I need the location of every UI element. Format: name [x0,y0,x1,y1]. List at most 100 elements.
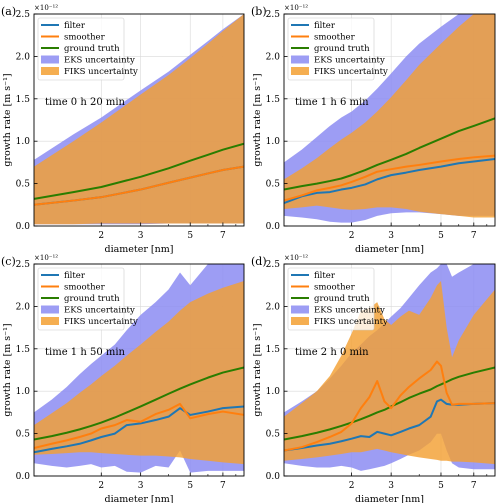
time-annotation: time 0 h 20 min [45,97,126,108]
x-axis-label: diameter [nm] [355,244,424,255]
y-tick-label: 0.5 [16,180,31,190]
x-tick-label: 2 [349,481,355,491]
legend-swatch-patch [41,67,59,75]
plot-area [284,14,495,223]
x-tick-label: 3 [138,231,144,241]
y-tick-label: 0.0 [266,222,281,232]
y-tick-label: 1.0 [266,137,281,147]
x-tick-label: 5 [438,481,444,491]
legend-entry-label: ground truth [314,294,370,304]
ground-truth-line [284,366,495,441]
x-tick-label: 2 [349,231,355,241]
y-tick-label: 1.5 [16,345,31,355]
y-tick-label: 1.5 [16,95,31,105]
chart-panel: 0.0 0.5 1.0 1.5 2.0 2.5 2 3 5 7 diameter [nm] growt… [251,4,496,255]
y-tick-label: 2.0 [266,52,281,62]
x-tick-label: 7 [220,231,226,241]
y-tick-label: 0.5 [266,430,281,440]
chart-panel: 0.0 0.5 1.0 1.5 2.0 2.5 2 3 5 7 diameter [nm] growt… [1,254,245,503]
legend-swatch-patch [291,55,309,64]
axes-frame [283,263,496,477]
legend-entry-label: EKS uncertainty [314,56,385,66]
x-tick-label: 7 [220,481,226,491]
y-tick-label: 2.5 [16,10,31,20]
legend-entry-label: smoother [314,33,356,43]
y-scale-multiplier: ×10⁻¹² [284,254,308,262]
panel-label: (c) [1,255,16,268]
y-tick-label: 1.5 [266,95,281,105]
legend-entry-label: EKS uncertainty [64,56,135,66]
time-annotation: time 1 h 6 min [295,97,369,108]
ground-truth-line [34,142,244,200]
legend-entry-label: ground truth [64,44,120,54]
time-annotation: time 2 h 0 min [295,347,369,358]
y-tick-label: 2.5 [266,260,281,270]
panel-label: (b) [251,5,267,18]
time-annotation: time 1 h 50 min [45,347,126,358]
legend-entry-label: ground truth [314,44,370,54]
x-tick-label: 5 [187,231,193,241]
x-tick-label: 2 [98,481,104,491]
y-scale-multiplier: ×10⁻¹² [284,4,308,12]
legend-entry-label: filter [314,271,336,281]
x-tick-label: 2 [98,231,104,241]
legend-swatch-patch [41,55,59,64]
y-tick-label: 1.0 [16,137,31,147]
legend-box [37,267,125,331]
smoother-line [284,360,495,452]
legend-entry-label: filter [314,21,336,31]
axes-frame [283,13,496,227]
legend-entry-label: filter [64,271,86,281]
legend-entry-label: smoother [314,283,356,293]
y-axis-label: growth rate [m s⁻¹] [252,323,263,416]
axes-frame [33,263,245,477]
ground-truth-line [34,366,244,441]
y-axis-label: growth rate [m s⁻¹] [252,73,263,166]
y-axis-label: growth rate [m s⁻¹] [2,73,13,166]
ground-truth-line [284,117,495,191]
plot-area [34,264,244,473]
x-tick-label: 3 [388,231,394,241]
x-tick-label: 3 [388,481,394,491]
y-scale-multiplier: ×10⁻¹² [34,254,58,262]
panel-label: (d) [251,255,267,268]
filter-line [284,398,495,452]
y-tick-label: 2.0 [266,302,281,312]
legend-entry-label: EKS uncertainty [64,306,135,316]
legend-entry-label: FIKS uncertainty [314,67,388,77]
y-tick-label: 1.0 [16,387,31,397]
axes-frame [33,13,245,227]
x-axis-label: diameter [nm] [355,494,424,503]
chart-panel: 0.0 0.5 1.0 1.5 2.0 2.5 2 3 5 7 diameter [nm] growt… [1,4,245,255]
legend-box [287,267,375,331]
y-tick-label: 0.0 [16,472,31,482]
smoother-line [284,154,495,202]
smoother-line [34,402,244,449]
x-tick-label: 5 [187,481,193,491]
legend-swatch-patch [291,305,309,314]
filter-line [34,405,244,454]
legend-swatch-patch [41,317,59,325]
y-tick-label: 0.5 [266,180,281,190]
x-tick-label: 3 [138,481,144,491]
y-scale-multiplier: ×10⁻¹² [34,4,58,12]
legend-entry-label: smoother [64,283,106,293]
legend-entry-label: FIKS uncertainty [314,317,388,327]
chart-panel: 0.0 0.5 1.0 1.5 2.0 2.5 2 3 5 7 diameter [nm] growt… [251,254,496,503]
legend-entry-label: smoother [64,33,106,43]
smoother-line [34,165,244,206]
plot-area [34,14,244,225]
y-tick-label: 0.0 [16,222,31,232]
y-tick-label: 1.0 [266,387,281,397]
panel-label: (a) [1,5,16,18]
legend-swatch-patch [291,317,309,325]
legend-swatch-patch [41,305,59,314]
y-tick-label: 0.0 [266,472,281,482]
x-tick-label: 7 [471,481,477,491]
legend-swatch-patch [291,67,309,75]
